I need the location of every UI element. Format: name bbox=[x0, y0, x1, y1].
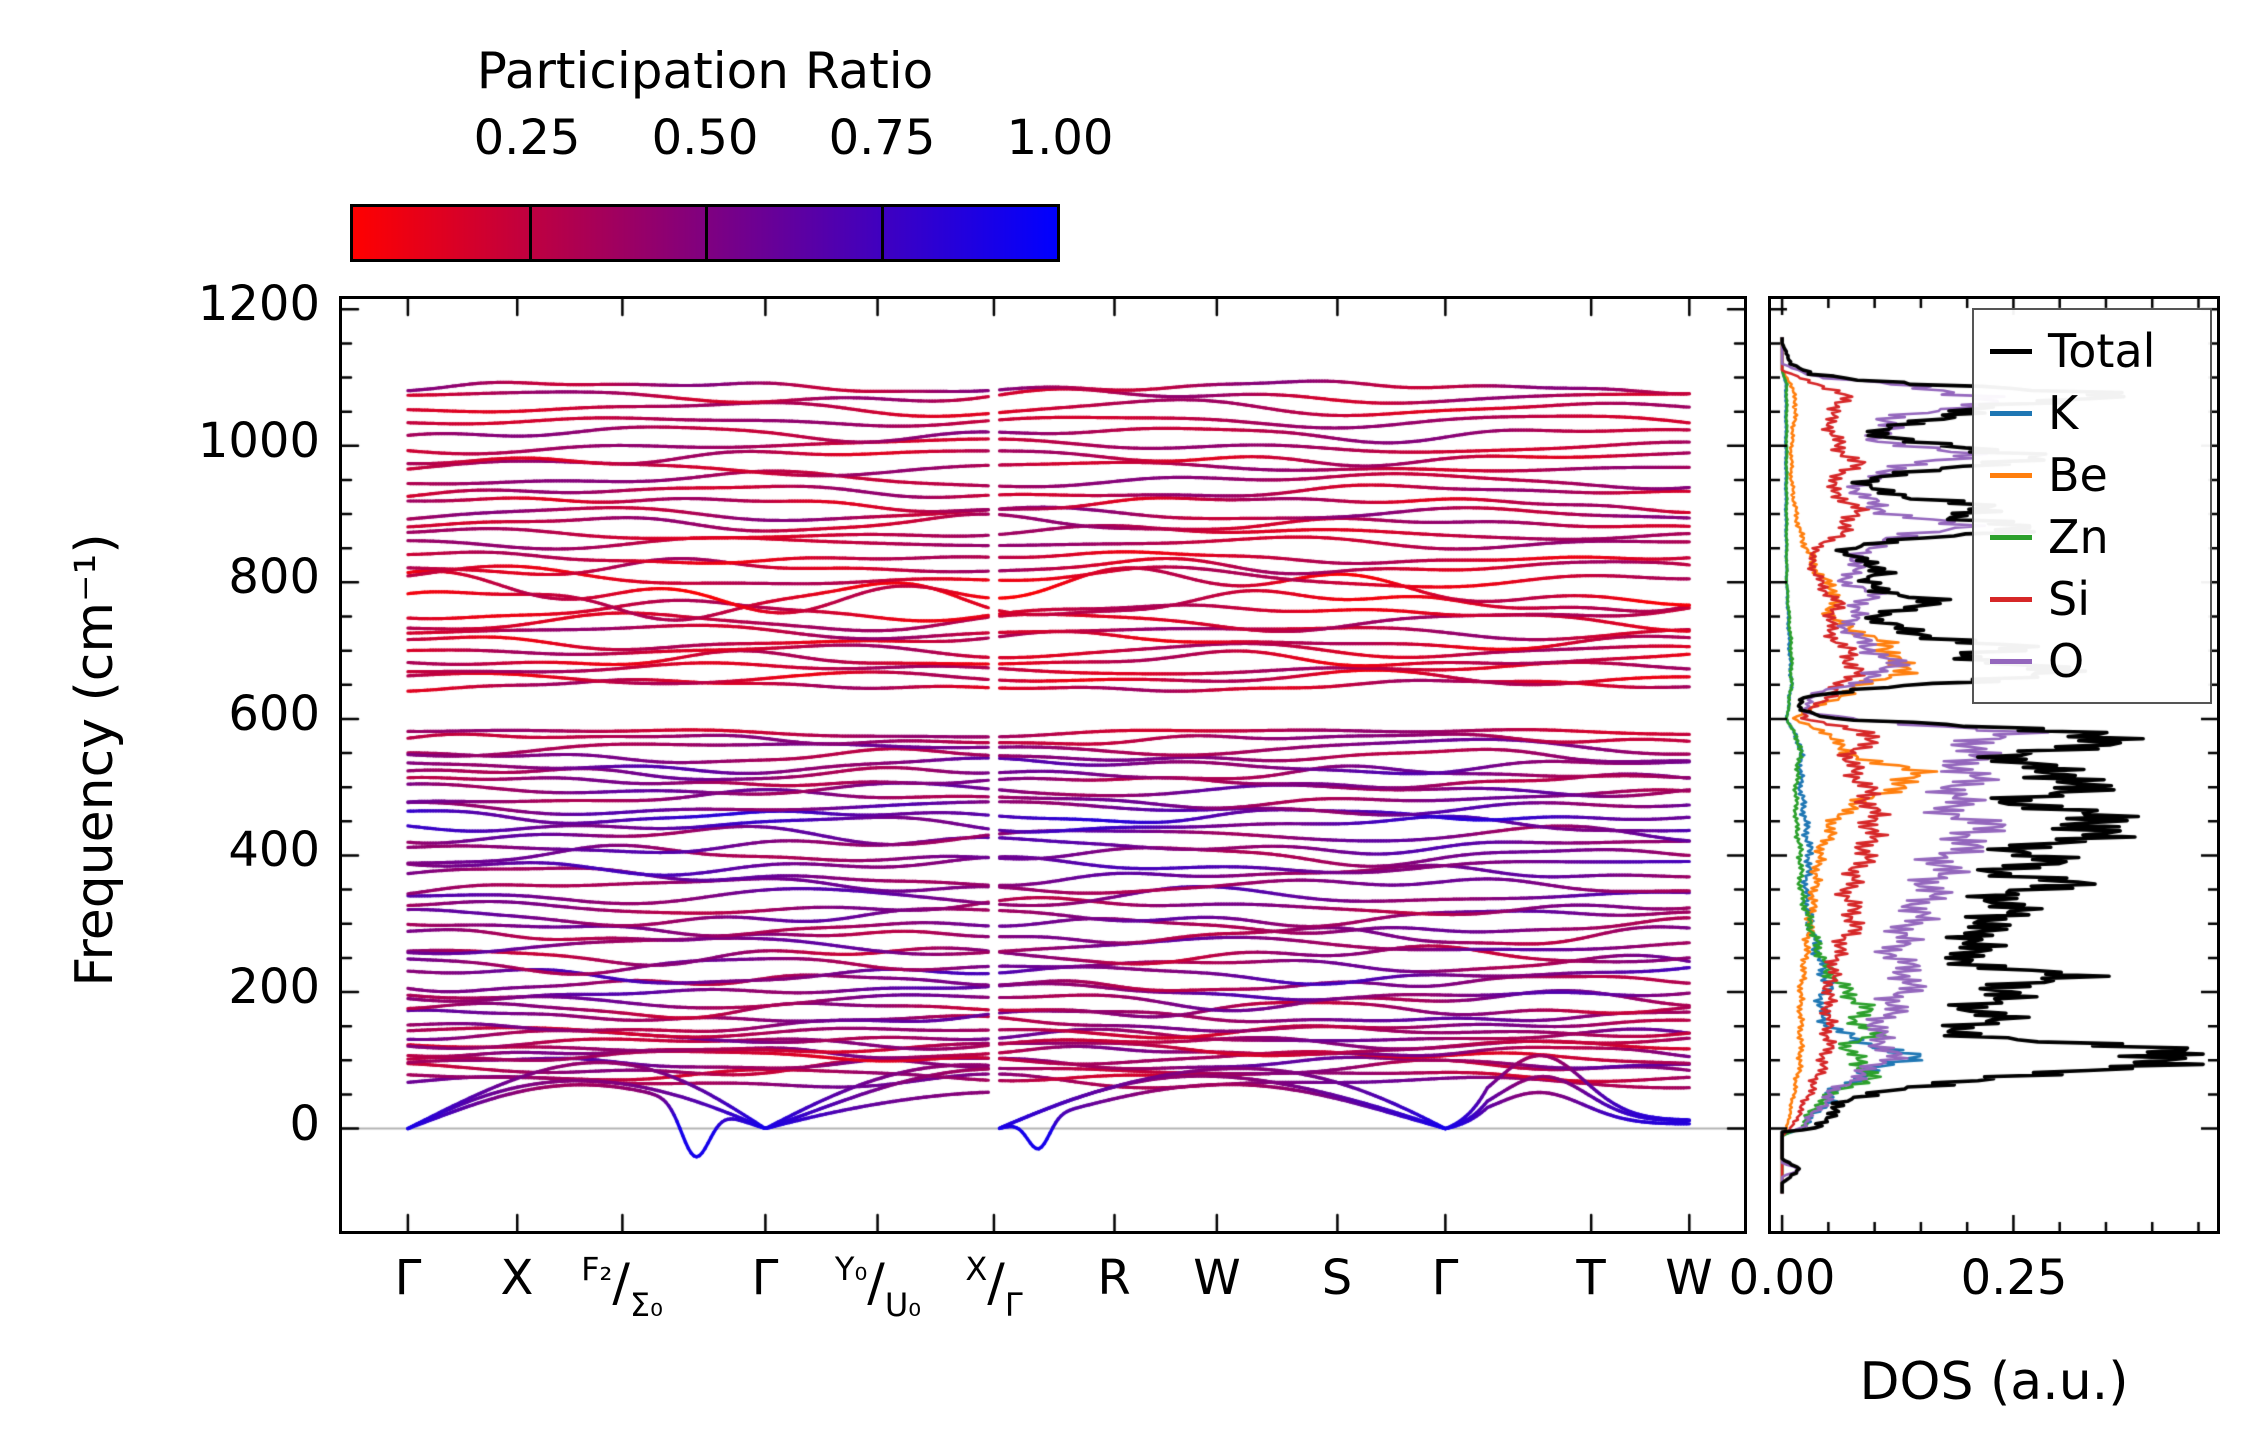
band-panel bbox=[339, 296, 1747, 1234]
ytick-label: 800 bbox=[228, 549, 320, 605]
colorbar-tick-mark bbox=[881, 207, 884, 259]
dos-xtick-label: 0.25 bbox=[1960, 1250, 2068, 1306]
legend-swatch bbox=[1990, 410, 2032, 416]
xtick-t: T bbox=[1576, 1250, 1606, 1306]
legend-swatch bbox=[1990, 596, 2032, 602]
colorbar-title: Participation Ratio bbox=[476, 42, 934, 100]
xtick-gamma-1: Γ bbox=[394, 1250, 422, 1306]
xtick-sup: F₂ bbox=[581, 1250, 613, 1288]
legend-swatch bbox=[1990, 348, 2032, 354]
legend-item: O bbox=[1990, 630, 2210, 692]
xtick-sup: X bbox=[965, 1250, 988, 1288]
dos-legend: Total K Be Zn Si O bbox=[1972, 308, 2212, 704]
xtick-s: S bbox=[1321, 1250, 1353, 1306]
colorbar-tick-mark bbox=[529, 207, 532, 259]
legend-item: Total bbox=[1990, 320, 2210, 382]
xtick-w-1: W bbox=[1193, 1250, 1241, 1306]
legend-swatch bbox=[1990, 658, 2032, 664]
xtick-x-1: X bbox=[500, 1250, 534, 1306]
legend-swatch bbox=[1990, 534, 2032, 540]
xtick-sup: Y₀ bbox=[834, 1250, 868, 1288]
ytick-label: 600 bbox=[228, 686, 320, 742]
xtick-f2-sigma0: F₂/Σ₀ bbox=[512, 1250, 732, 1324]
dos-xtick-label: 0.00 bbox=[1728, 1250, 1836, 1306]
colorbar-tick-mark bbox=[705, 207, 708, 259]
ytick-label: 0 bbox=[289, 1096, 320, 1152]
xtick-x-gamma: X/Γ bbox=[884, 1250, 1104, 1324]
ytick-label: 200 bbox=[228, 959, 320, 1015]
frequency-axis-label: Frequency (cm⁻¹) bbox=[65, 533, 125, 987]
xtick-gamma-3: Γ bbox=[1431, 1250, 1459, 1306]
colorbar-tick-label: 1.00 bbox=[1006, 110, 1114, 166]
colorbar-tick-label: 0.75 bbox=[828, 110, 936, 166]
xtick-sub: U₀ bbox=[884, 1286, 922, 1324]
ytick-label: 1000 bbox=[197, 413, 320, 469]
xtick-gamma-2: Γ bbox=[751, 1250, 779, 1306]
band-structure-canvas bbox=[342, 299, 1744, 1231]
dos-axis-label: DOS (a.u.) bbox=[1859, 1352, 2129, 1412]
colorbar-gradient bbox=[350, 204, 1060, 262]
colorbar-tick-label: 0.25 bbox=[473, 110, 581, 166]
xtick-sub: Σ₀ bbox=[629, 1286, 663, 1324]
legend-label: O bbox=[2048, 634, 2085, 688]
legend-item: Zn bbox=[1990, 506, 2210, 568]
colorbar-tick-label: 0.50 bbox=[651, 110, 759, 166]
xtick-slash: / bbox=[867, 1253, 885, 1313]
legend-label: Total bbox=[2048, 324, 2156, 378]
legend-label: K bbox=[2048, 386, 2079, 440]
xtick-w-2: W bbox=[1665, 1250, 1713, 1306]
legend-item: Be bbox=[1990, 444, 2210, 506]
xtick-sub: Γ bbox=[1004, 1286, 1023, 1324]
legend-label: Zn bbox=[2048, 510, 2109, 564]
xtick-slash: / bbox=[612, 1253, 630, 1313]
xtick-r: R bbox=[1097, 1250, 1131, 1306]
legend-label: Si bbox=[2048, 572, 2090, 626]
xtick-y0-u0: Y₀/U₀ bbox=[768, 1250, 988, 1324]
xtick-slash: / bbox=[987, 1253, 1005, 1313]
legend-item: K bbox=[1990, 382, 2210, 444]
ytick-label: 1200 bbox=[197, 276, 320, 332]
legend-label: Be bbox=[2048, 448, 2108, 502]
legend-swatch bbox=[1990, 472, 2032, 478]
legend-item: Si bbox=[1990, 568, 2210, 630]
ytick-label: 400 bbox=[228, 822, 320, 878]
